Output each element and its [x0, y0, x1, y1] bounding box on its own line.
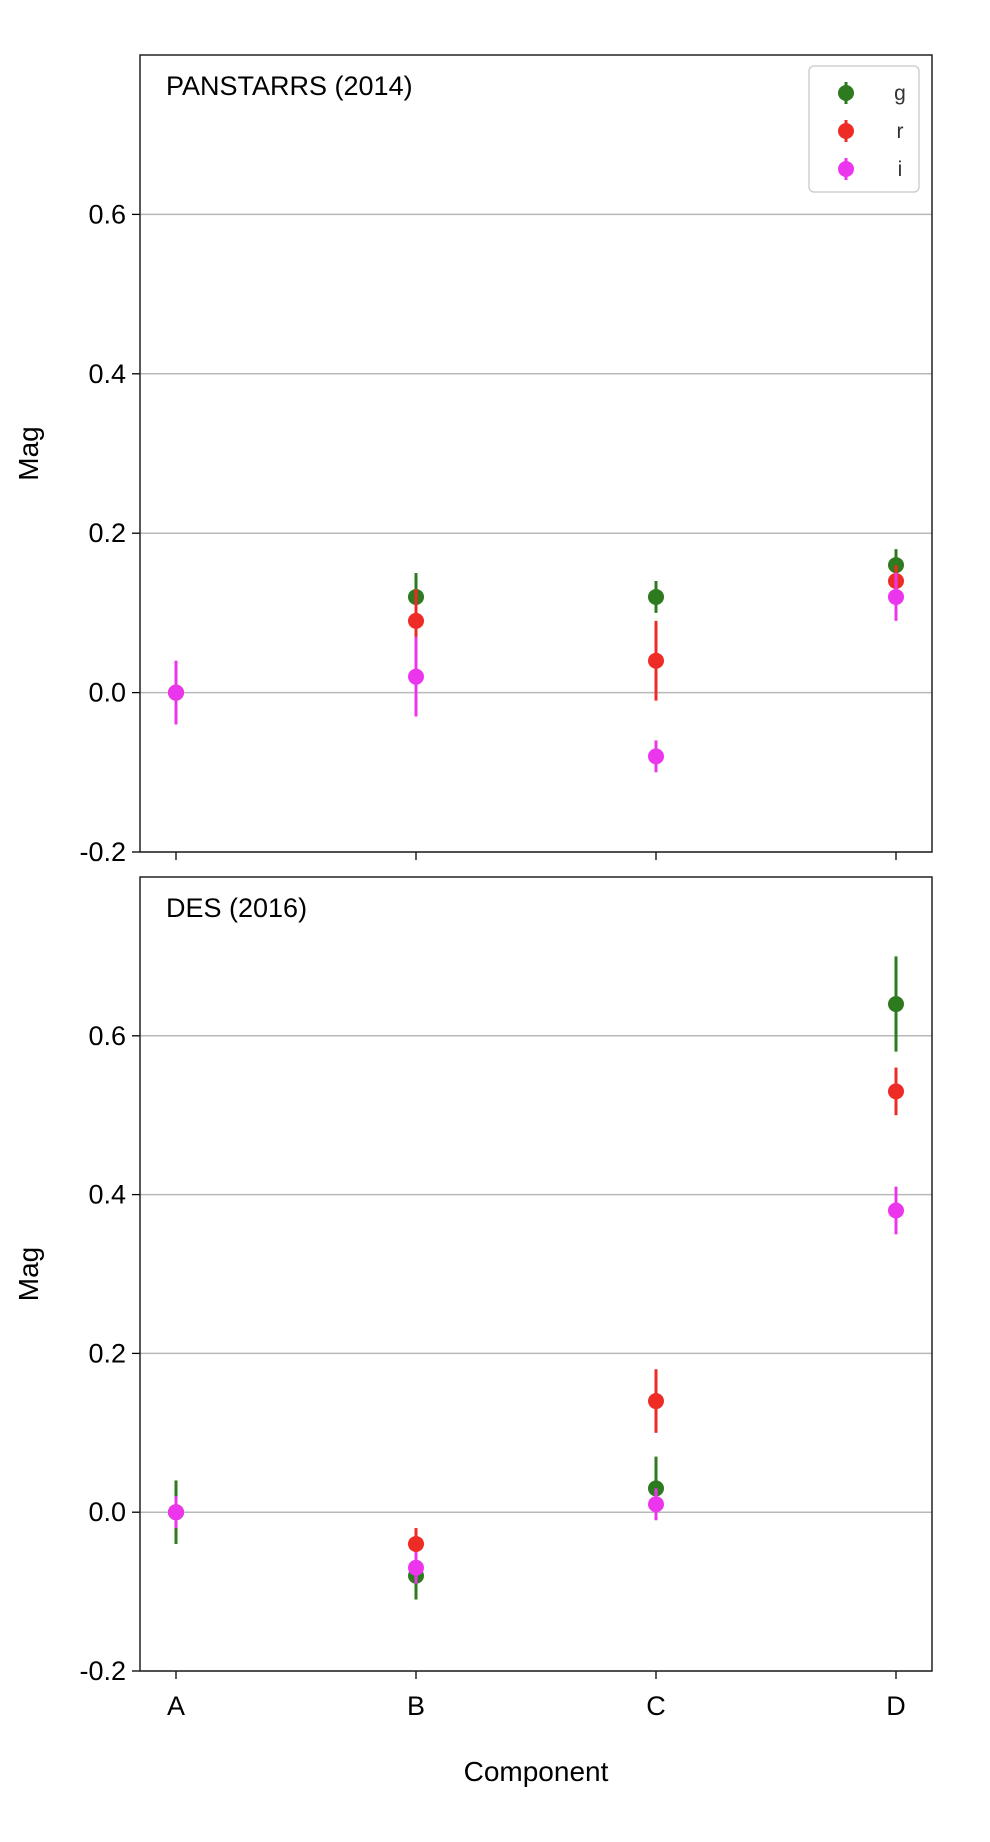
y-axis-label: Mag	[13, 1247, 44, 1301]
data-point	[168, 684, 184, 701]
y-axis-label: Mag	[13, 426, 44, 480]
legend-label: r	[897, 120, 904, 143]
y-tick-label: 0.0	[88, 678, 126, 708]
y-tick-label: -0.2	[79, 1656, 126, 1686]
data-point	[648, 1496, 664, 1513]
series-r	[168, 1067, 904, 1560]
x-tick-label: C	[646, 1691, 666, 1721]
legend-label: i	[898, 158, 903, 181]
data-point	[648, 652, 664, 669]
data-point	[888, 588, 904, 605]
y-tick-label: -0.2	[79, 837, 126, 867]
y-tick-label: 0.0	[88, 1497, 126, 1527]
series-r	[168, 565, 904, 709]
axes-frame	[139, 876, 933, 1672]
y-tick-label: 0.4	[88, 1180, 126, 1210]
series-i	[168, 1186, 904, 1584]
y-tick-label: 0.6	[88, 1021, 126, 1051]
data-point	[888, 996, 904, 1013]
legend: gri	[808, 65, 920, 193]
legend-label: g	[894, 82, 906, 105]
panel-1: -0.2 0.0 0.2 0.4 0.6 PANSTARRS (2014) Mag gri	[13, 54, 933, 867]
series-i	[168, 573, 904, 773]
legend-marker	[838, 123, 854, 139]
x-tick-label: B	[407, 1691, 425, 1721]
panel-title: PANSTARRS (2014)	[166, 71, 413, 101]
panel-title: DES (2016)	[166, 893, 307, 923]
legend-frame	[808, 65, 920, 193]
legend-marker	[838, 85, 854, 101]
x-tick-label: D	[886, 1691, 906, 1721]
y-tick-label: 0.4	[88, 359, 126, 389]
y-tick-label: 0.6	[88, 199, 126, 229]
data-point	[648, 588, 664, 605]
data-point	[168, 1504, 184, 1521]
x-tick-label: A	[167, 1691, 185, 1721]
data-point	[408, 668, 424, 685]
data-point	[408, 1535, 424, 1552]
data-point	[648, 748, 664, 765]
panel-2: -0.2 0.0 0.2 0.4 0.6 A B C D DES (2016) Mag Compone…	[13, 876, 933, 1787]
axes-frame	[139, 54, 933, 853]
legend-marker	[838, 161, 854, 177]
data-point	[408, 1559, 424, 1576]
series-g	[168, 956, 904, 1600]
y-tick-label: 0.2	[88, 518, 126, 548]
data-point	[888, 1083, 904, 1100]
y-tick-label: 0.2	[88, 1338, 126, 1368]
data-point	[408, 612, 424, 629]
data-point	[648, 1393, 664, 1410]
series-g	[168, 549, 904, 709]
x-axis-label: Component	[464, 1756, 609, 1787]
data-point	[888, 1202, 904, 1219]
